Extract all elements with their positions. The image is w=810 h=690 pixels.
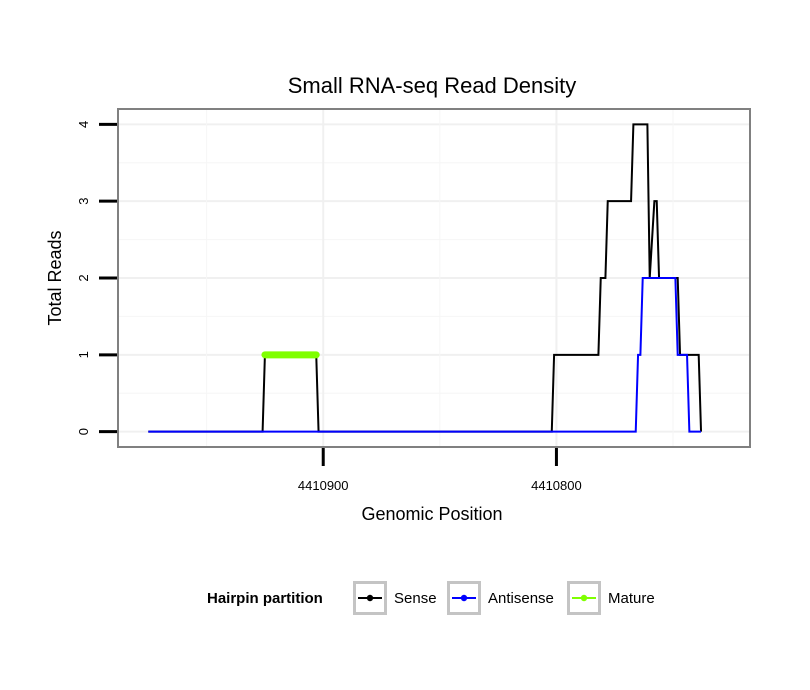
series-line-antisense xyxy=(148,277,702,433)
legend-point-mature xyxy=(580,594,588,602)
legend-title: Hairpin partition xyxy=(207,590,323,607)
y-tick-label: 2 xyxy=(76,274,91,281)
grid-lines xyxy=(118,109,750,447)
y-tick-label: 3 xyxy=(76,198,91,205)
x-axis-label: Genomic Position xyxy=(361,504,502,524)
y-axis: 0 1 2 3 4 xyxy=(76,121,117,435)
y-axis-label: Total Reads xyxy=(45,230,65,325)
chart-title: Small RNA-seq Read Density xyxy=(288,73,577,98)
x-tick-label: 4410800 xyxy=(531,478,582,493)
x-tick-label: 4410900 xyxy=(298,478,349,493)
legend-point-antisense xyxy=(460,594,468,602)
legend-label-sense: Sense xyxy=(394,590,437,607)
y-tick-label: 1 xyxy=(76,351,91,358)
x-axis: 4410900 4410800 xyxy=(298,448,582,493)
legend: Hairpin partition Sense Antisense Mature xyxy=(207,581,655,615)
y-tick-label: 4 xyxy=(76,121,91,128)
legend-label-mature: Mature xyxy=(608,590,655,607)
legend-point-sense xyxy=(366,594,374,602)
y-tick-label: 0 xyxy=(76,428,91,435)
series-layer xyxy=(148,123,703,433)
legend-label-antisense: Antisense xyxy=(488,590,554,607)
plot-panel-border xyxy=(117,108,751,448)
